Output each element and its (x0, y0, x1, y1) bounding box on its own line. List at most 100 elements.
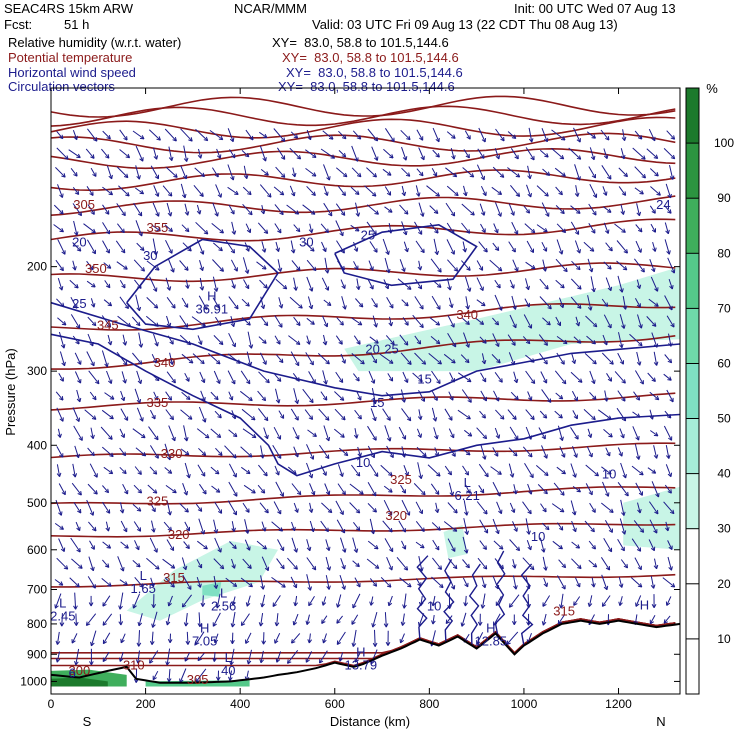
wind-vector-head (545, 525, 550, 531)
wind-vector (634, 258, 645, 273)
wind-vector-shaft (273, 426, 281, 440)
wind-vector-head (184, 227, 190, 233)
wind-vector (72, 203, 82, 217)
wind-vector (302, 388, 314, 404)
wind-vector-shaft (418, 202, 424, 217)
wind-vector-shaft (290, 131, 298, 139)
wind-vector-shaft (389, 316, 392, 327)
wind-vector-shaft (445, 167, 458, 178)
wind-vector-head (637, 565, 642, 571)
wind-vector-head (495, 397, 500, 402)
field-legend-theta: Potential temperature (8, 50, 133, 65)
wind-vector-head (404, 210, 409, 215)
wind-vector (148, 426, 159, 441)
wind-vector-shaft (353, 241, 358, 252)
wind-vector-shaft (318, 444, 330, 459)
wind-vector-head (576, 339, 582, 344)
wind-vector (602, 481, 610, 497)
wind-vector-shaft (401, 146, 407, 161)
wind-vector-head (155, 266, 160, 271)
wind-vector-shaft (336, 317, 344, 326)
wind-vector (603, 222, 610, 234)
wind-vector-shaft (536, 185, 549, 197)
wind-vector (446, 185, 459, 197)
wind-vector (73, 613, 79, 626)
wind-vector-shaft (241, 408, 256, 421)
wind-vector-head (123, 361, 128, 366)
wind-vector (432, 280, 442, 288)
wind-vector-head (374, 545, 379, 550)
wind-vector-head (576, 176, 581, 181)
wind-vector-shaft (292, 167, 296, 178)
wind-vector-head (494, 246, 500, 252)
wind-vector (571, 260, 581, 271)
wind-vector-shaft (87, 576, 96, 589)
wind-vector (588, 222, 596, 234)
wind-vector (106, 370, 113, 384)
wind-vector-shaft (58, 373, 64, 382)
wind-vector-head (654, 509, 659, 515)
wind-vector (433, 238, 440, 256)
colorbar-frame (685, 87, 700, 695)
wind-vector (229, 541, 237, 550)
wind-vector-shaft (225, 240, 235, 254)
wind-vector (510, 184, 521, 197)
wind-vector-head (248, 210, 253, 216)
wind-vector-head (621, 191, 627, 196)
wind-vector-head (370, 529, 376, 535)
wind-vector-shaft (383, 485, 393, 493)
wind-vector-head (560, 491, 565, 496)
wind-vector-shaft (668, 333, 672, 347)
wind-vector-head (153, 287, 158, 292)
wind-vector-shaft (551, 129, 566, 141)
wind-vector (102, 559, 110, 568)
wind-vector-head (291, 172, 297, 178)
wind-vector (649, 391, 660, 401)
wind-vector-shaft (401, 185, 406, 196)
wind-vector (102, 240, 110, 254)
colorbar-tick-label: 60 (717, 357, 731, 371)
wind-vector-head (558, 414, 563, 419)
wind-vector-head (401, 191, 407, 197)
wind-vector-shaft (325, 556, 331, 571)
wind-vector-shaft (230, 315, 235, 327)
wind-vector (228, 429, 238, 438)
wind-vector (664, 484, 672, 494)
wind-vector (539, 537, 546, 553)
wind-vector-shaft (152, 224, 161, 232)
wind-vector-shaft (243, 279, 250, 289)
wind-vector-shaft (572, 485, 581, 493)
wind-vector-head (102, 621, 107, 626)
wind-vector-head (247, 453, 253, 458)
wind-vector-head (665, 229, 670, 235)
wind-vector-shaft (652, 241, 656, 252)
wind-vector-head (323, 322, 329, 328)
wind-vector (369, 596, 374, 606)
wind-vector (324, 257, 330, 274)
wind-vector (478, 463, 489, 478)
wind-vector-head (372, 491, 377, 497)
wind-vector-shaft (493, 390, 500, 402)
wind-vector-head (139, 417, 144, 422)
wind-vector-shaft (181, 353, 194, 364)
center-label: NCAR/MMM (234, 1, 307, 16)
wind-vector-shaft (649, 519, 658, 534)
wind-vector-head (497, 190, 503, 195)
wind-vector (195, 631, 205, 646)
wind-vector-head (354, 658, 359, 663)
wind-vector (184, 652, 190, 662)
wind-vector-head (308, 473, 314, 479)
wind-vector-head (465, 343, 470, 348)
wind-vector-head (436, 472, 441, 477)
wind-vector-head (341, 585, 346, 590)
wind-vector-head (388, 229, 393, 234)
wind-vector-head (279, 210, 284, 216)
wind-vector-head (605, 136, 610, 141)
wind-vector-shaft (242, 558, 252, 569)
wind-vector-shaft (619, 518, 626, 535)
wind-vector-shaft (431, 407, 437, 422)
wind-vector-shaft (289, 296, 303, 309)
wind-vector-head (637, 508, 642, 514)
wind-vector-shaft (275, 241, 280, 252)
wind-vector-shaft (431, 168, 438, 177)
